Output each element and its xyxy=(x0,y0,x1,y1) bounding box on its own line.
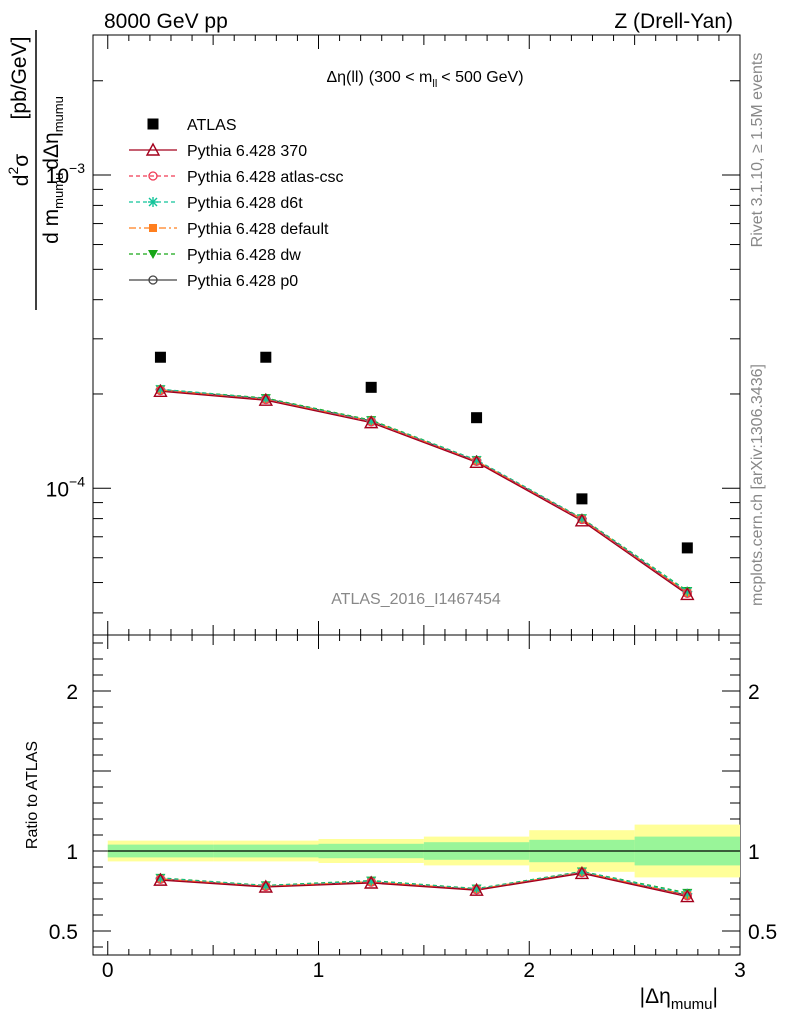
header-left: 8000 GeV pp xyxy=(104,10,228,33)
series-point-ratio xyxy=(364,875,379,889)
header-right: Z (Drell-Yan) xyxy=(614,10,733,33)
legend-marker xyxy=(148,250,158,259)
x-tick-label: 1 xyxy=(313,959,325,982)
legend-marker-atlas xyxy=(147,118,159,130)
series-point-ratio xyxy=(471,885,482,895)
series-line-main xyxy=(160,390,688,596)
main-title: Δη(ll) (300 < mll < 500 GeV) xyxy=(326,69,523,90)
analysis-watermark: ATLAS_2016_I1467454 xyxy=(331,591,501,608)
legend-marker xyxy=(145,142,161,156)
svg-text:d2σ: d2σ xyxy=(5,154,33,186)
series-point-ratio xyxy=(261,881,271,892)
x-tick-label: 2 xyxy=(523,959,535,982)
series-line-main xyxy=(160,388,688,592)
series-line-ratio xyxy=(160,872,688,898)
legend-label: Pythia 6.428 d6t xyxy=(187,195,303,212)
series-point-ratio xyxy=(574,865,590,880)
ratio-y-tick-label-right: 2 xyxy=(748,681,760,704)
atlas-data-point xyxy=(260,351,272,363)
svg-text:d mmumudΔηmumu: d mmumudΔηmumu xyxy=(40,96,66,244)
atlas-data-point xyxy=(471,412,483,424)
ratio-y-tick-label: 2 xyxy=(66,681,78,704)
series-point-main xyxy=(364,415,379,429)
rivet-label: Rivet 3.1.10, ≥ 1.5M events xyxy=(749,53,766,248)
legend-marker xyxy=(148,171,158,181)
legend-label-atlas: ATLAS xyxy=(187,117,237,134)
series-line-main xyxy=(160,389,688,594)
series-point-main xyxy=(574,513,590,527)
legend-label: Pythia 6.428 atlas-csc xyxy=(187,169,344,186)
series-point-ratio xyxy=(258,879,273,893)
legend-marker xyxy=(148,197,158,207)
ratio-y-tick-label-right: 1 xyxy=(748,841,760,864)
main-ylabel-unit: [pb/GeV] xyxy=(8,37,31,120)
y-tick-label: 10−4 xyxy=(46,473,86,501)
x-tick-label: 0 xyxy=(102,959,114,982)
y-tick-label: 10−3 xyxy=(46,160,86,188)
ratio-panel-frame xyxy=(92,634,741,956)
atlas-data-point xyxy=(681,542,693,554)
series-point-main xyxy=(680,587,695,601)
main-ylabel: d2σ d mmumudΔηmumu xyxy=(5,30,66,310)
series-point-ratio xyxy=(469,882,484,896)
atlas-data-point xyxy=(365,381,377,393)
ratio-y-tick-label: 0.5 xyxy=(49,921,78,944)
legend-label: Pythia 6.428 dw xyxy=(187,247,301,264)
x-tick-label: 3 xyxy=(734,959,746,982)
atlas-data-point xyxy=(154,351,166,363)
series-point-ratio xyxy=(153,872,168,886)
series-line-main xyxy=(160,389,688,594)
atlas-data-point xyxy=(576,493,588,505)
series-point-ratio xyxy=(680,889,695,903)
series-point-main xyxy=(153,383,168,397)
legend-label: Pythia 6.428 default xyxy=(187,221,329,238)
series-line-ratio xyxy=(160,871,688,897)
xlabel: |Δηmumu| xyxy=(640,985,718,1013)
ratio-y-tick-label: 1 xyxy=(66,841,78,864)
legend-marker xyxy=(148,275,158,285)
legend-marker xyxy=(149,224,157,232)
series-line-main xyxy=(160,389,688,594)
series-line-main xyxy=(160,388,688,593)
legend-label: Pythia 6.428 p0 xyxy=(187,273,298,290)
series-point-main xyxy=(258,392,273,406)
legend-label: Pythia 6.428 370 xyxy=(187,143,307,160)
series-line-ratio xyxy=(160,870,688,894)
series-line-ratio xyxy=(160,871,688,895)
ratio-ylabel: Ratio to ATLAS xyxy=(24,741,41,849)
series-point-main xyxy=(469,454,484,469)
mcplots-label: mcplots.cern.ch [arXiv:1306.3436] xyxy=(749,364,766,606)
ratio-y-tick-label-right: 0.5 xyxy=(748,921,777,944)
